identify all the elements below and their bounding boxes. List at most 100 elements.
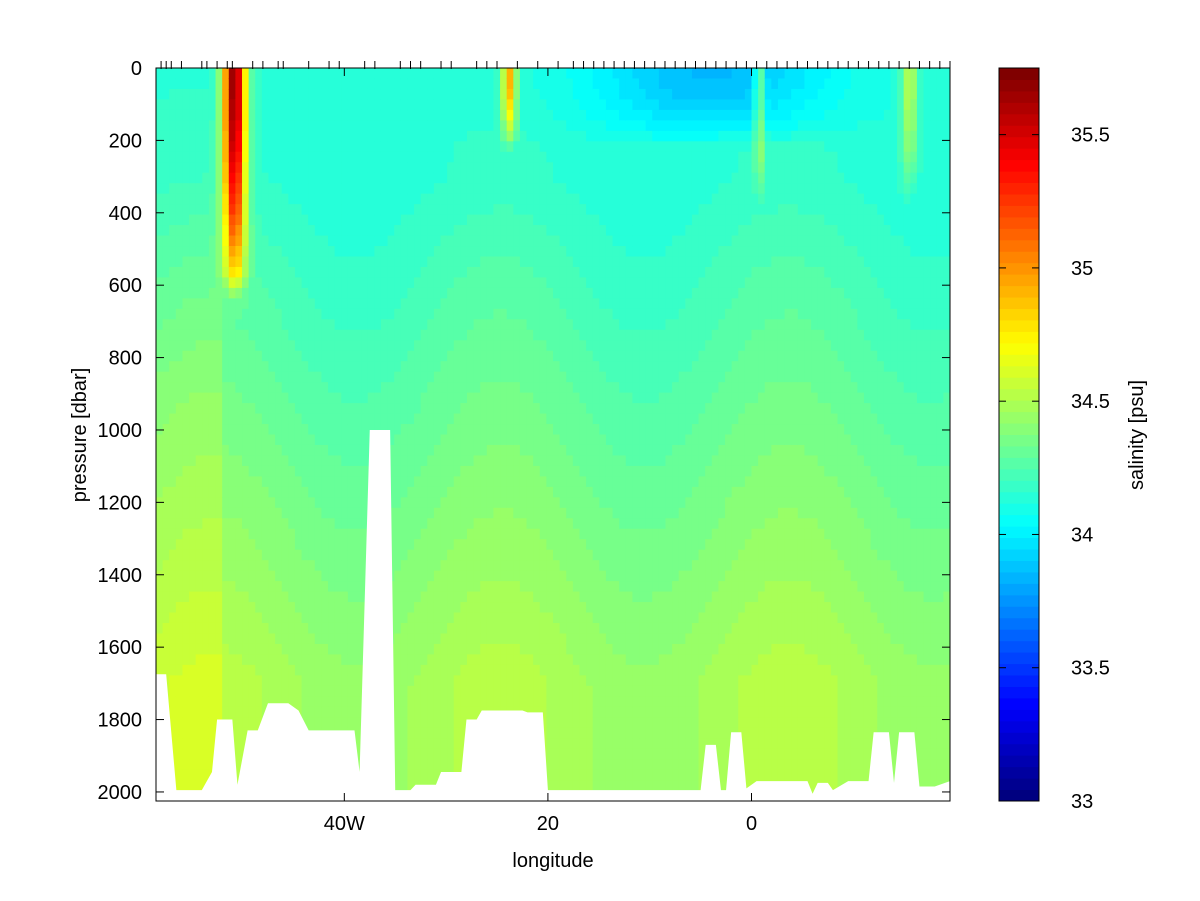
salinity-cell <box>228 455 236 467</box>
salinity-cell <box>579 549 587 561</box>
salinity-cell <box>195 465 203 477</box>
salinity-cell <box>427 392 435 404</box>
salinity-cell <box>599 685 607 697</box>
salinity-cell <box>288 151 296 163</box>
salinity-cell <box>506 444 514 457</box>
salinity-cell <box>268 78 276 90</box>
salinity-cell <box>347 403 356 415</box>
salinity-cell <box>427 162 435 174</box>
salinity-cell <box>553 193 561 205</box>
salinity-cell <box>460 581 468 593</box>
salinity-cell <box>559 246 567 258</box>
salinity-cell <box>559 434 567 446</box>
salinity-cell <box>275 266 283 279</box>
salinity-cell <box>301 392 309 404</box>
salinity-cell <box>235 643 243 655</box>
salinity-cell <box>414 539 422 551</box>
salinity-cell <box>586 151 594 163</box>
salinity-cell <box>546 486 554 498</box>
salinity-cell <box>169 465 177 477</box>
salinity-cell <box>195 308 203 320</box>
salinity-cell <box>447 298 455 310</box>
salinity-cell <box>526 392 534 404</box>
salinity-cell <box>433 685 442 697</box>
salinity-cell <box>625 68 633 80</box>
salinity-cell <box>592 109 600 121</box>
salinity-cell <box>546 319 554 331</box>
salinity-cell <box>275 518 283 530</box>
salinity-cell <box>189 780 197 792</box>
salinity-cell <box>559 162 567 174</box>
salinity-cell <box>433 235 442 247</box>
salinity-cell <box>473 528 481 540</box>
salinity-cell <box>407 759 415 771</box>
salinity-cell <box>619 675 627 687</box>
salinity-cell <box>288 204 296 216</box>
salinity-cell <box>414 769 422 781</box>
salinity-cell <box>162 497 170 509</box>
salinity-cell <box>466 392 475 404</box>
salinity-cell <box>235 528 243 540</box>
salinity-cell <box>579 392 587 404</box>
salinity-cell <box>202 172 210 184</box>
salinity-cell <box>314 497 323 509</box>
salinity-cell <box>222 444 230 457</box>
salinity-cell <box>612 120 620 132</box>
salinity-cell <box>453 350 461 362</box>
salinity-cell <box>559 298 567 310</box>
salinity-cell <box>592 602 600 614</box>
salinity-cell <box>500 287 508 299</box>
salinity-cell <box>361 455 369 467</box>
salinity-cell <box>427 403 435 415</box>
salinity-cell <box>242 570 250 582</box>
salinity-cell <box>500 444 508 457</box>
salinity-cell <box>354 413 362 425</box>
salinity-cell <box>400 141 409 153</box>
salinity-cell <box>414 465 422 477</box>
salinity-cell <box>572 602 581 614</box>
salinity-cell <box>301 706 309 718</box>
salinity-cell <box>592 403 600 415</box>
salinity-cell <box>440 193 448 205</box>
salinity-cell <box>473 193 481 205</box>
salinity-cell <box>261 392 270 404</box>
salinity-cell <box>427 298 435 310</box>
salinity-cell <box>235 717 243 729</box>
salinity-cell <box>572 727 581 739</box>
salinity-cell <box>486 319 495 331</box>
salinity-cell <box>189 444 197 457</box>
salinity-cell <box>387 183 395 195</box>
salinity-cell <box>275 392 283 404</box>
salinity-cell <box>208 581 217 593</box>
salinity-cell <box>222 455 230 467</box>
salinity-cell <box>599 581 607 593</box>
salinity-cell <box>288 444 296 457</box>
salinity-cell <box>427 78 435 90</box>
salinity-cell <box>407 560 415 572</box>
salinity-cell <box>189 298 197 310</box>
salinity-cell <box>202 759 210 771</box>
salinity-cell <box>605 622 614 635</box>
salinity-cell <box>407 769 415 781</box>
salinity-cell <box>202 371 210 383</box>
salinity-cell <box>321 287 329 299</box>
salinity-cell <box>281 88 289 101</box>
salinity-cell <box>169 455 177 467</box>
salinity-cell <box>215 162 223 174</box>
salinity-cell <box>275 581 283 593</box>
salinity-cell <box>526 204 534 216</box>
salinity-cell <box>605 392 614 404</box>
salinity-cell <box>341 602 349 614</box>
salinity-cell <box>281 109 289 121</box>
salinity-field <box>156 68 950 801</box>
salinity-cell <box>546 581 554 593</box>
salinity-cell <box>228 256 236 268</box>
salinity-cell <box>526 172 534 184</box>
salinity-cell <box>288 225 296 237</box>
salinity-cell <box>387 497 395 509</box>
salinity-cell <box>248 717 256 729</box>
salinity-cell <box>414 88 422 101</box>
salinity-cell <box>308 277 316 289</box>
salinity-cell <box>195 769 203 781</box>
salinity-cell <box>314 308 323 320</box>
